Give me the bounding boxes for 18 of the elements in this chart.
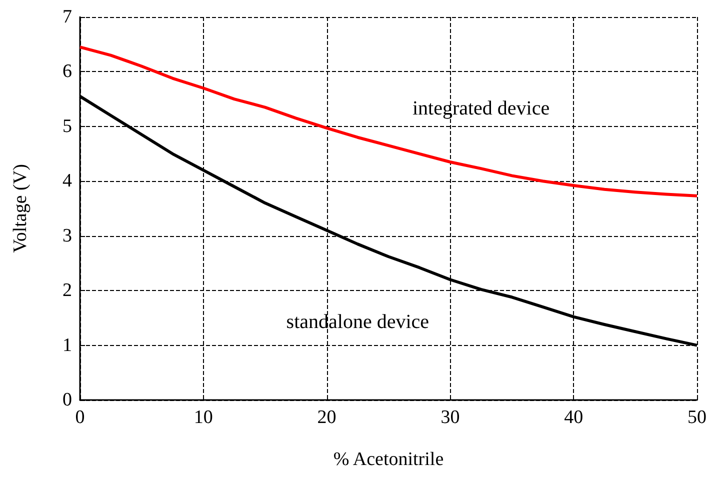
line-series [78, 46, 698, 198]
y-tick-label: 1 [62, 334, 72, 356]
y-tick-label: 3 [62, 225, 72, 246]
series-label: standalone device [286, 311, 430, 334]
x-tick-label: 10 [194, 407, 213, 428]
y-tick-label: 0 [62, 390, 72, 410]
x-tick-label: 30 [440, 407, 460, 428]
y-tick-label: 7 [62, 6, 72, 28]
y-tick-label: 2 [62, 280, 72, 302]
series-label: integrated device [412, 98, 550, 120]
y-tick-label: 6 [62, 61, 72, 82]
y-tick-label: 5 [62, 116, 72, 137]
y-tick-label: 4 [62, 170, 72, 192]
x-axis-title: % Acetonitrile [333, 449, 444, 470]
x-tick-label: 40 [564, 407, 584, 428]
y-axis-title: Voltage (V) [10, 164, 31, 253]
x-tick-label: 20 [317, 407, 336, 428]
x-tick-label: 50 [688, 407, 706, 428]
